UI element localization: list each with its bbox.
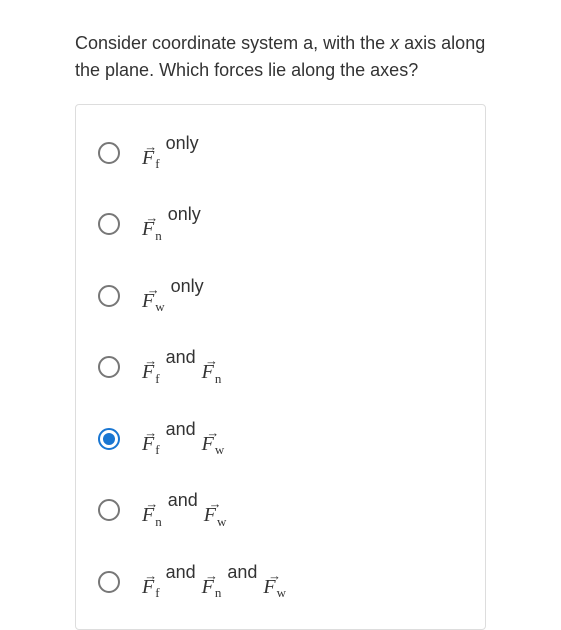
force-ff: → Ff: [142, 429, 160, 458]
radio-button-selected[interactable]: [98, 428, 120, 450]
option-ff-only[interactable]: → Ff only: [98, 133, 463, 172]
word-only: only: [166, 133, 199, 154]
radio-button[interactable]: [98, 356, 120, 378]
question-container: Consider coordinate system a, with the x…: [0, 0, 561, 630]
option-label: → Fw only: [140, 276, 208, 315]
force-ff: → Ff: [142, 143, 160, 172]
force-fw: → Fw: [202, 429, 225, 458]
word-and: and: [168, 490, 198, 511]
word-only: only: [171, 276, 204, 297]
option-label: → Fn and → Fw: [140, 490, 228, 529]
force-fw: → Fw: [263, 572, 286, 601]
force-fn: → Fn: [202, 572, 222, 601]
option-ff-fn-fw[interactable]: → Ff and → Fn and → Fw: [98, 562, 463, 601]
force-fn: → Fn: [142, 214, 162, 243]
force-ff: → Ff: [142, 357, 160, 386]
options-box: → Ff only → Fn only → Fw: [75, 104, 486, 630]
option-fw-only[interactable]: → Fw only: [98, 276, 463, 315]
force-fn: → Fn: [202, 357, 222, 386]
option-label: → Ff and → Fn and → Fw: [140, 562, 288, 601]
word-and: and: [227, 562, 257, 583]
option-label: → Ff and → Fn: [140, 347, 223, 386]
option-label: → Ff only: [140, 133, 203, 172]
question-text: Consider coordinate system a, with the x…: [75, 30, 486, 84]
question-italic-x: x: [390, 33, 399, 53]
radio-button[interactable]: [98, 142, 120, 164]
option-label: → Fn only: [140, 204, 205, 243]
option-ff-fn[interactable]: → Ff and → Fn: [98, 347, 463, 386]
option-fn-only[interactable]: → Fn only: [98, 204, 463, 243]
word-and: and: [166, 419, 196, 440]
option-fn-fw[interactable]: → Fn and → Fw: [98, 490, 463, 529]
force-fw: → Fw: [204, 500, 227, 529]
word-only: only: [168, 204, 201, 225]
word-and: and: [166, 562, 196, 583]
question-part1: Consider coordinate system a, with the: [75, 33, 390, 53]
radio-button[interactable]: [98, 213, 120, 235]
force-fw: → Fw: [142, 286, 165, 315]
force-ff: → Ff: [142, 572, 160, 601]
radio-button[interactable]: [98, 499, 120, 521]
option-ff-fw[interactable]: → Ff and → Fw: [98, 419, 463, 458]
radio-button[interactable]: [98, 571, 120, 593]
force-fn: → Fn: [142, 500, 162, 529]
word-and: and: [166, 347, 196, 368]
radio-button[interactable]: [98, 285, 120, 307]
option-label: → Ff and → Fw: [140, 419, 226, 458]
